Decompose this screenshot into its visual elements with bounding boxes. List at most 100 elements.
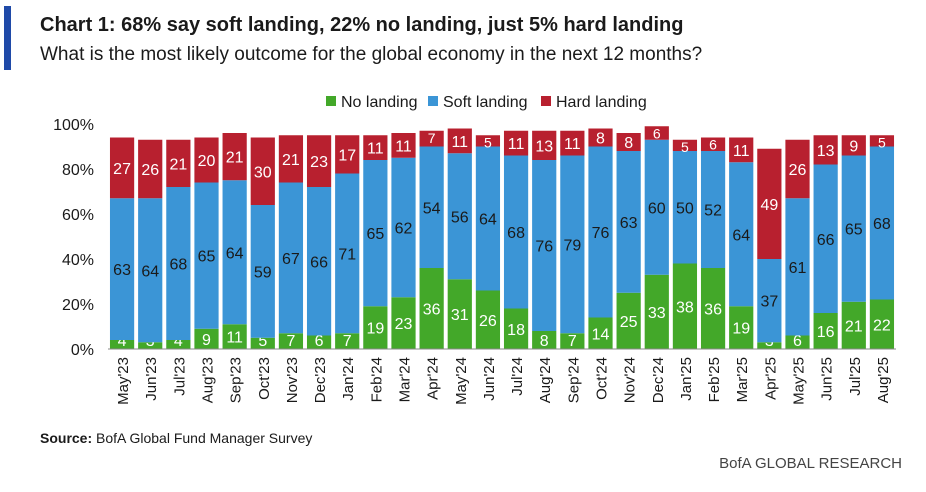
bar-soft-landing [700, 151, 726, 268]
data-label: 61 [789, 260, 807, 277]
data-label: 11 [564, 136, 581, 153]
data-label: 33 [648, 305, 666, 322]
bar-no-landing [278, 333, 304, 349]
data-label: 14 [592, 326, 610, 343]
x-tick-label: Mar'24 [397, 357, 414, 402]
data-label: 7 [428, 130, 436, 146]
data-label: 21 [226, 150, 244, 167]
x-tick-label: Aug'24 [537, 357, 554, 403]
chart-subtitle: What is the most likely outcome for the … [40, 44, 703, 65]
x-tick-label: Dec'24 [650, 357, 667, 403]
bar-soft-landing [166, 187, 191, 340]
x-tick-label: Feb'25 [706, 357, 723, 402]
bar-soft-landing [869, 146, 895, 300]
y-tick-label: 100% [53, 117, 94, 134]
source-note: Source: BofA Global Fund Manager Survey [40, 430, 312, 446]
bar-hard-landing [475, 135, 501, 147]
bar-soft-landing [644, 139, 669, 275]
data-label: 76 [592, 225, 610, 242]
data-label: 6 [653, 125, 661, 141]
data-label: 65 [366, 226, 384, 243]
bar-no-landing [475, 290, 501, 349]
bar-no-landing [644, 274, 669, 349]
x-tick-label: Mar'25 [734, 357, 751, 402]
x-tick-label: Feb'24 [368, 357, 385, 402]
bar-hard-landing [503, 130, 529, 156]
bar-soft-landing [278, 182, 304, 334]
x-tick-label: Sep'24 [565, 357, 582, 403]
data-label: 11 [395, 138, 412, 155]
bar-no-landing [869, 299, 895, 349]
bar-hard-landing [813, 135, 838, 165]
data-label: 68 [507, 225, 525, 242]
data-label: 5 [258, 333, 267, 350]
data-label: 8 [624, 135, 633, 152]
legend-label: No landing [341, 94, 418, 111]
data-label: 63 [620, 215, 638, 232]
data-label: 5 [681, 139, 689, 155]
x-tick-label: Jan'24 [340, 357, 357, 401]
data-label: 13 [535, 138, 553, 155]
data-label: 11 [508, 136, 525, 153]
bar-soft-landing [194, 182, 219, 329]
data-label: 36 [704, 302, 722, 319]
bar-soft-landing [532, 160, 557, 331]
bar-no-landing [813, 313, 838, 349]
bar-soft-landing [222, 180, 247, 325]
y-tick-label: 60% [62, 207, 94, 224]
bar-hard-landing [109, 137, 135, 199]
bar-hard-landing [785, 139, 810, 199]
data-label: 6 [709, 137, 717, 153]
bar-no-landing [391, 297, 416, 349]
bar-soft-landing [109, 198, 135, 340]
data-label: 64 [732, 227, 750, 244]
x-tick-label: Jul'25 [847, 357, 864, 396]
source-text: BofA Global Fund Manager Survey [96, 430, 313, 446]
bar-hard-landing [560, 130, 585, 156]
bar-hard-landing [306, 135, 332, 187]
data-label: 5 [484, 134, 492, 150]
data-label: 66 [817, 232, 835, 249]
data-label: 13 [817, 143, 835, 160]
data-label: 25 [620, 314, 638, 331]
bar-no-landing [166, 340, 191, 349]
data-label: 17 [338, 147, 356, 164]
bar-soft-landing [785, 198, 810, 336]
bar-hard-landing [532, 130, 557, 160]
bar-hard-landing [166, 139, 191, 187]
bar-hard-landing [250, 137, 275, 205]
bar-no-landing [503, 308, 529, 349]
bar-no-landing [447, 279, 472, 349]
data-label: 71 [338, 246, 356, 263]
data-label: 11 [226, 330, 243, 347]
bar-hard-landing [391, 133, 416, 158]
bar-hard-landing [729, 137, 754, 163]
data-label: 65 [845, 222, 863, 239]
data-label: 64 [141, 263, 159, 280]
x-tick-label: Apr'24 [425, 357, 442, 400]
data-label: 7 [343, 333, 352, 350]
bar-no-landing [306, 335, 332, 349]
x-tick-label: Aug'23 [200, 357, 217, 403]
bar-no-landing [419, 268, 444, 349]
bar-soft-landing [841, 155, 866, 302]
data-label: 11 [451, 134, 468, 151]
data-label: 37 [760, 294, 778, 311]
data-label: 16 [817, 324, 835, 341]
bar-soft-landing [560, 155, 585, 334]
data-label: 21 [282, 152, 300, 169]
legend-label: Hard landing [556, 94, 647, 111]
bar-soft-landing [813, 164, 838, 313]
x-tick-label: May'24 [453, 357, 470, 405]
bar-hard-landing [194, 137, 219, 183]
x-tick-label: May'23 [115, 357, 132, 405]
bar-hard-landing [700, 137, 726, 151]
data-label: 65 [198, 249, 216, 266]
bar-hard-landing [447, 128, 472, 154]
bar-no-landing [335, 333, 360, 349]
legend-swatch [541, 96, 551, 106]
bar-hard-landing [757, 148, 782, 259]
data-label: 59 [254, 264, 272, 281]
bar-hard-landing [644, 126, 669, 140]
data-label: 50 [676, 200, 694, 217]
